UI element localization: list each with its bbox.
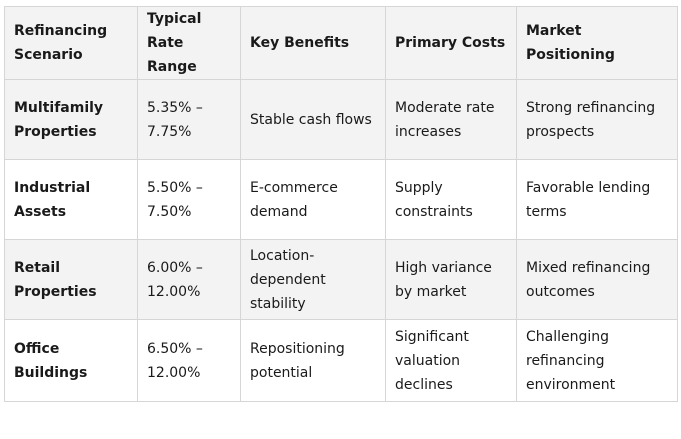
cell-costs: Supply constraints (385, 159, 517, 240)
cell-positioning: Favorable lending terms (516, 159, 678, 240)
cell-costs: Moderate rate increases (385, 79, 517, 160)
table-row: Multifamily Properties 5.35% – 7.75% Sta… (4, 79, 678, 160)
header-refinancing-scenario: Refinancing Scenario (4, 6, 138, 80)
header-typical-rate-range: Typical Rate Range (137, 6, 241, 80)
header-row: Refinancing Scenario Typical Rate Range … (4, 6, 678, 80)
cell-scenario: Industrial Assets (4, 159, 138, 240)
cell-scenario: Retail Properties (4, 239, 138, 320)
table-row: Office Buildings 6.50% – 12.00% Repositi… (4, 319, 678, 402)
refinancing-table-container: Refinancing Scenario Typical Rate Range … (4, 6, 678, 402)
table-row: Retail Properties 6.00% – 12.00% Locatio… (4, 239, 678, 320)
cell-benefits: Repositioning potential (240, 319, 386, 402)
table-row: Industrial Assets 5.50% – 7.50% E-commer… (4, 159, 678, 240)
cell-costs: Significant valuation declines (385, 319, 517, 402)
cell-scenario: Multifamily Properties (4, 79, 138, 160)
cell-benefits: E-commerce demand (240, 159, 386, 240)
cell-positioning: Strong refinancing prospects (516, 79, 678, 160)
cell-rate-range: 6.50% – 12.00% (137, 319, 241, 402)
cell-positioning: Mixed refinancing outcomes (516, 239, 678, 320)
table-header: Refinancing Scenario Typical Rate Range … (4, 6, 678, 80)
header-market-positioning: Market Positioning (516, 6, 678, 80)
cell-positioning: Challenging refinancing environment (516, 319, 678, 402)
table-body: Multifamily Properties 5.35% – 7.75% Sta… (4, 79, 678, 402)
cell-scenario: Office Buildings (4, 319, 138, 402)
cell-benefits: Stable cash flows (240, 79, 386, 160)
cell-costs: High variance by market (385, 239, 517, 320)
header-primary-costs: Primary Costs (385, 6, 517, 80)
cell-rate-range: 5.35% – 7.75% (137, 79, 241, 160)
cell-benefits: Location-dependent stability (240, 239, 386, 320)
header-key-benefits: Key Benefits (240, 6, 386, 80)
refinancing-table: Refinancing Scenario Typical Rate Range … (4, 6, 678, 402)
cell-rate-range: 5.50% – 7.50% (137, 159, 241, 240)
cell-rate-range: 6.00% – 12.00% (137, 239, 241, 320)
